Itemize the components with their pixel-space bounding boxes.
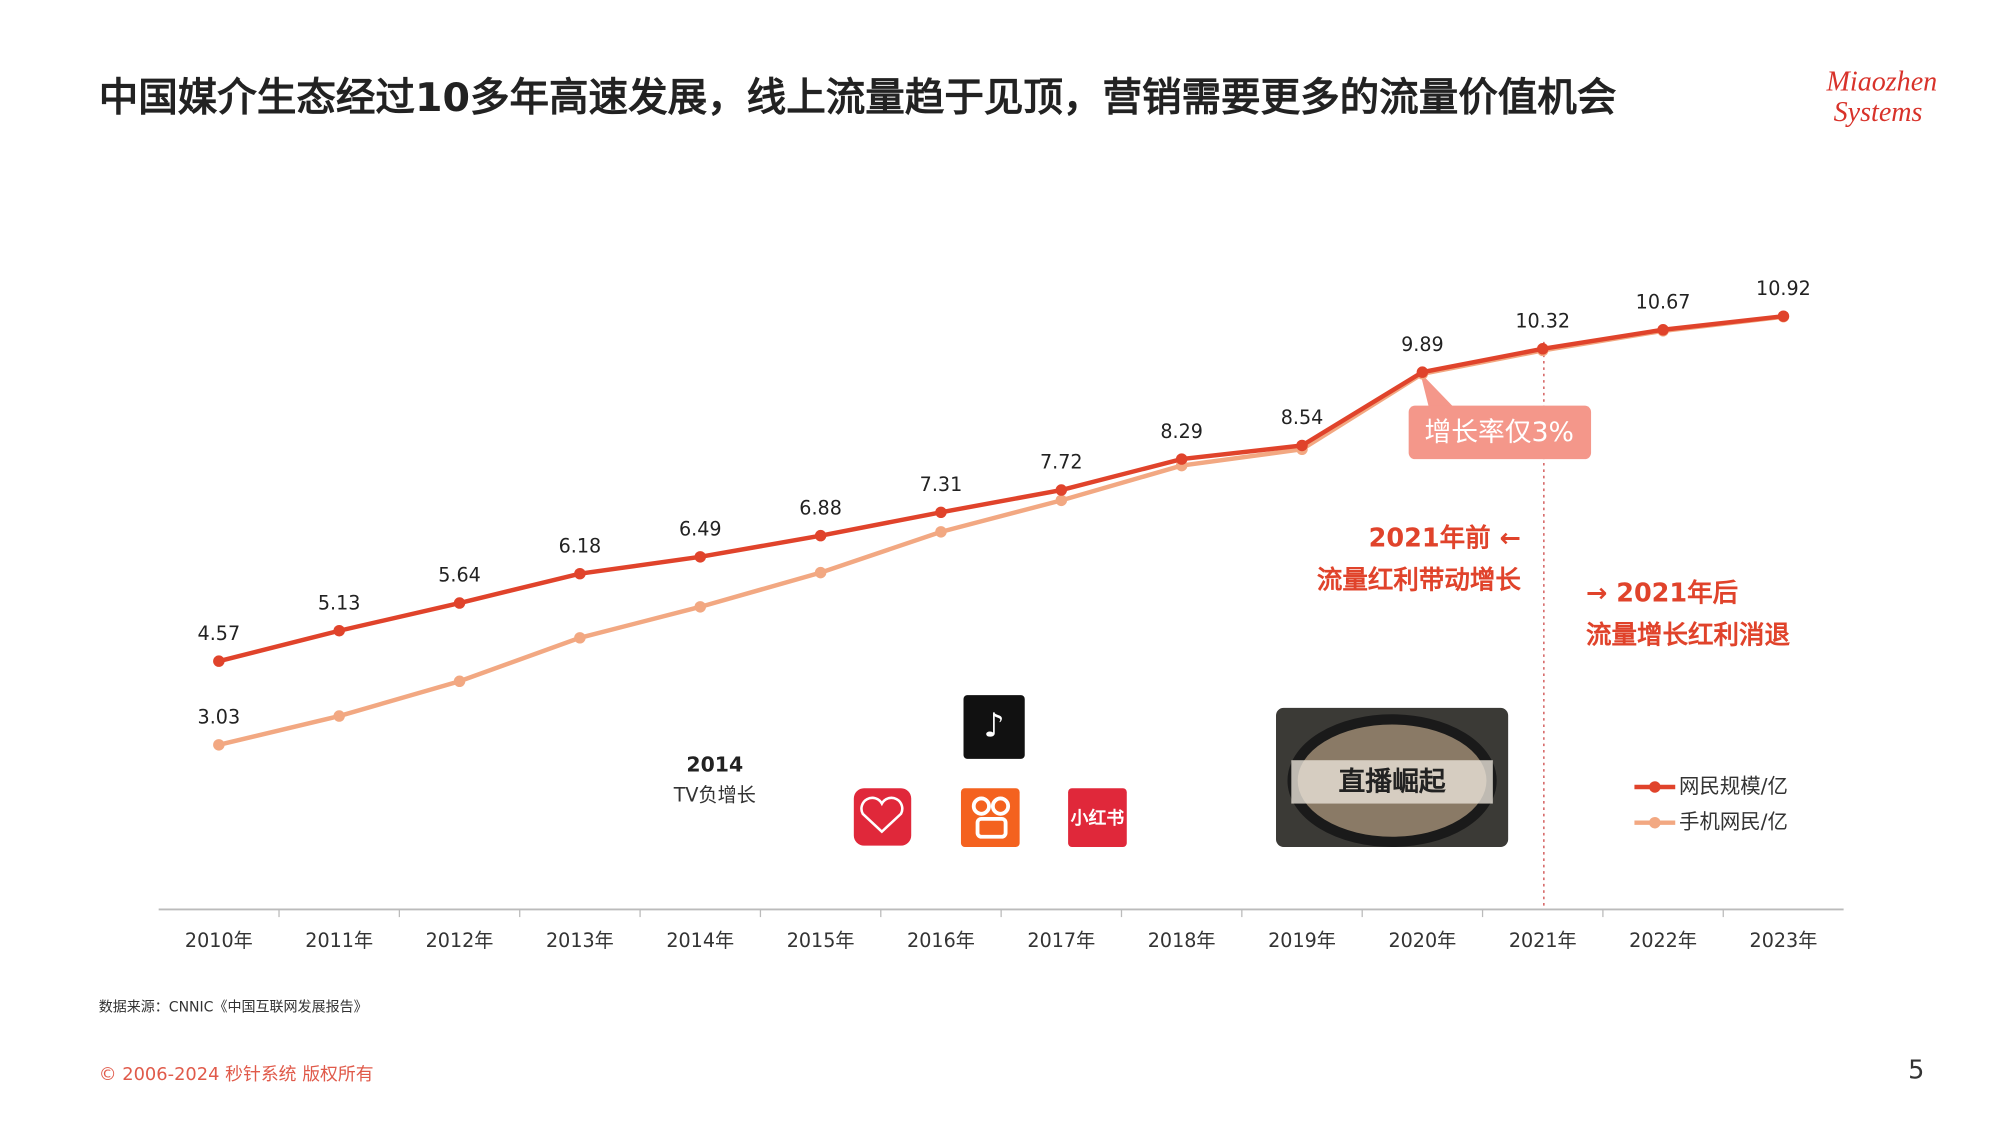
data-point [1536, 343, 1549, 355]
data-point [1416, 366, 1429, 378]
data-point [1777, 310, 1790, 322]
data-point [1175, 453, 1188, 465]
series-line [218, 314, 1784, 747]
data-point [333, 710, 345, 722]
x-tick-label: 2015年 [787, 929, 855, 952]
value-label: 5.64 [438, 564, 481, 587]
kuaishou-glyph [971, 796, 991, 816]
kuaishou-glyph [990, 796, 1011, 816]
douyin-icon [963, 695, 1025, 759]
x-tick-label: 2020年 [1388, 929, 1456, 952]
tv-year: 2014 [686, 752, 743, 776]
note-before-1: 2021年前 ← [1369, 524, 1521, 554]
note-after-2: 流量增长红利消退 [1586, 620, 1791, 650]
data-point [694, 551, 706, 563]
footer: © 2006-2024 秒针系统 版权所有 [99, 1064, 374, 1085]
legend-swatch-dot [1649, 781, 1661, 793]
douyin-glyph: ♪ [984, 706, 1005, 745]
callout-pointer [1420, 372, 1455, 409]
series-line [218, 313, 1784, 664]
data-point [1296, 439, 1308, 452]
logo-line1: Miaozhen [1826, 67, 1938, 98]
data-point [694, 601, 706, 613]
data-point [213, 655, 225, 667]
x-tick-label: 2014年 [666, 929, 734, 952]
value-label: 9.89 [1401, 333, 1444, 356]
value-label: 4.57 [198, 622, 241, 645]
x-tick-label: 2018年 [1148, 929, 1216, 952]
legend-label: 手机网民/亿 [1679, 810, 1788, 834]
value-label: 6.49 [679, 518, 722, 541]
data-point [574, 567, 586, 580]
value-label: 10.67 [1636, 290, 1691, 313]
x-tick-label: 2017年 [1027, 929, 1095, 952]
data-point [935, 506, 947, 519]
value-label: 10.92 [1756, 277, 1811, 300]
kuaishou-glyph [975, 816, 1008, 839]
data-point [814, 566, 827, 579]
tv-text: TV负增长 [673, 783, 756, 806]
value-label: 8.54 [1281, 406, 1324, 429]
logo-line2: Systems [1834, 97, 1923, 128]
x-tick-label: 2022年 [1629, 929, 1697, 952]
note-before-2: 流量红利带动增长 [1317, 566, 1522, 596]
xiaohongshu-icon [1068, 788, 1127, 847]
x-tick-label: 2013年 [546, 929, 614, 952]
data-point [1657, 324, 1669, 336]
source: 数据来源：CNNIC《中国互联网发展报告》 [99, 1000, 368, 1016]
value-label: 5.13 [318, 591, 361, 614]
data-point [333, 625, 345, 637]
page-number: 5 [1908, 1055, 1924, 1085]
live-label-bg [1291, 760, 1493, 804]
data-point [213, 739, 225, 751]
x-tick-label: 2010年 [185, 929, 253, 952]
data-point [1055, 494, 1068, 507]
callout-text: 增长率仅3% [1424, 417, 1574, 448]
live-label: 直播崛起 [1339, 767, 1446, 798]
data-point [1055, 484, 1068, 496]
value-label: 7.72 [1040, 451, 1083, 474]
data-point [453, 675, 466, 688]
data-point [574, 632, 586, 644]
x-tick-label: 2019年 [1268, 929, 1336, 952]
legend-swatch-dot [1649, 816, 1661, 829]
x-tick-label: 2012年 [426, 929, 494, 952]
value-label: 6.88 [799, 496, 842, 519]
note-after-1: → 2021年后 [1586, 578, 1738, 608]
pinduoduo-heart [860, 796, 904, 834]
pinduoduo-icon [853, 788, 912, 846]
data-point [814, 529, 827, 542]
x-tick-label: 2016年 [907, 929, 975, 952]
x-tick-label: 2021年 [1509, 929, 1577, 952]
xiaohongshu-text: 小红书 [1071, 807, 1125, 829]
data-point [935, 526, 947, 538]
x-tick-label: 2023年 [1750, 929, 1818, 952]
x-tick-label: 2011年 [305, 929, 373, 952]
data-point [453, 597, 466, 609]
value-label: 3.03 [198, 706, 241, 729]
slide-title: 中国媒介生态经过10多年高速发展，线上流量趋于见顶，营销需要更多的流量价值机会 [99, 75, 1617, 121]
value-label: 10.32 [1515, 309, 1570, 332]
legend-label: 网民规模/亿 [1679, 774, 1788, 798]
value-label: 7.31 [920, 473, 963, 496]
value-label: 6.18 [559, 534, 602, 557]
value-label: 8.29 [1160, 420, 1203, 443]
callout-box [1408, 405, 1592, 460]
